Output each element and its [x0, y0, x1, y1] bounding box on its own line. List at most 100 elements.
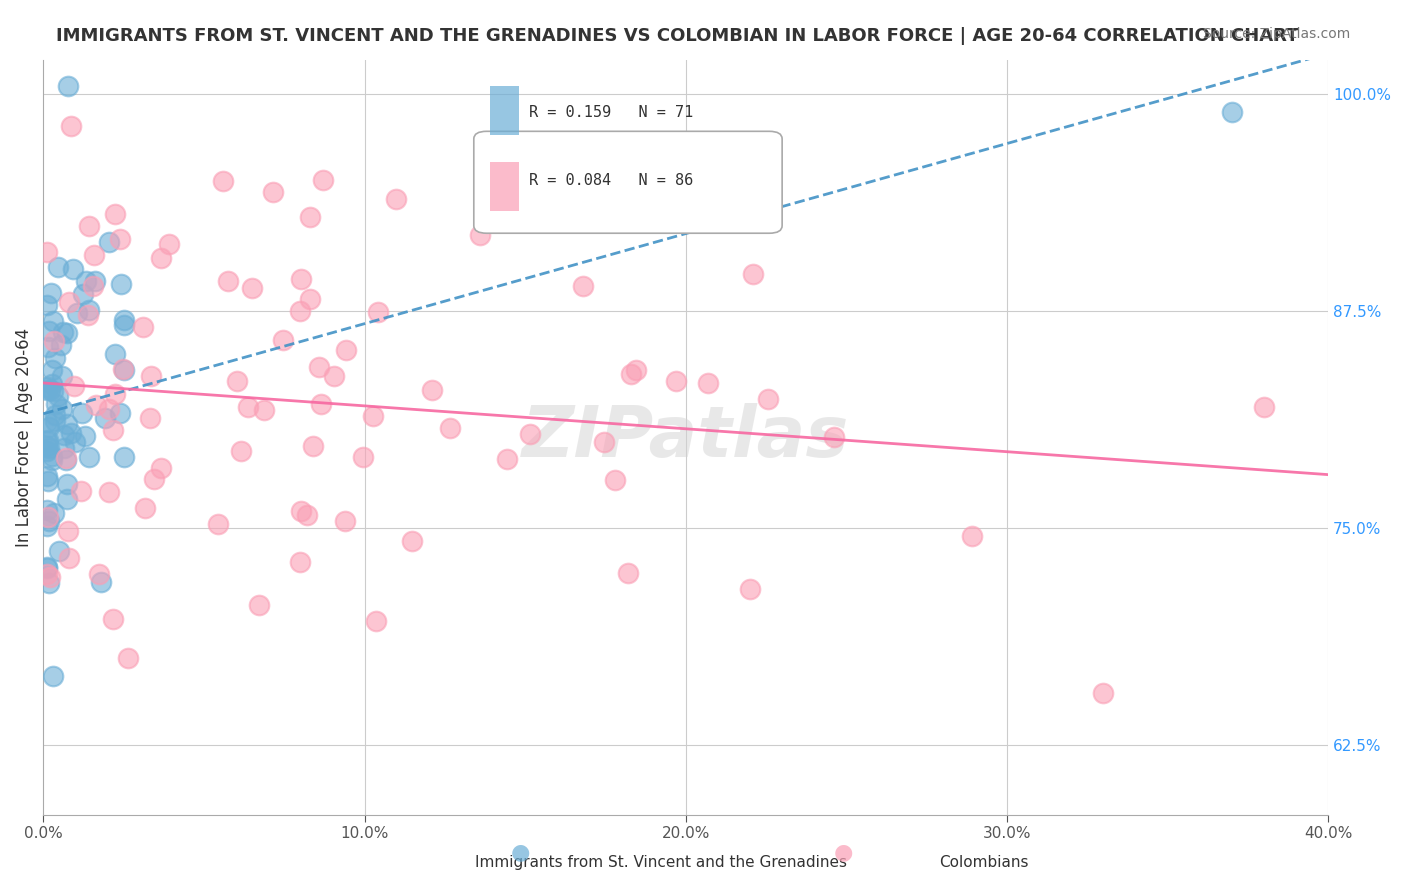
Point — [309, 397, 332, 411]
Point — [697, 376, 720, 391]
Point — [90, 574, 112, 589]
Point — [240, 281, 263, 295]
Text: ZIPatlas: ZIPatlas — [522, 402, 849, 472]
Point — [253, 403, 276, 417]
Point — [312, 173, 335, 187]
Point — [101, 424, 124, 438]
Point — [42, 314, 65, 328]
Point — [150, 461, 173, 475]
Point — [298, 211, 321, 225]
Point — [101, 612, 124, 626]
Point — [35, 380, 58, 394]
Point — [35, 434, 58, 449]
Point — [110, 277, 132, 292]
Point — [41, 449, 63, 463]
Point — [79, 303, 101, 318]
Point — [104, 206, 127, 220]
Point — [46, 389, 69, 403]
Point — [51, 325, 73, 339]
Y-axis label: In Labor Force | Age 20-64: In Labor Force | Age 20-64 — [15, 327, 32, 547]
Point — [111, 361, 134, 376]
Point — [262, 186, 284, 200]
Point — [108, 232, 131, 246]
Point — [38, 324, 60, 338]
Point — [37, 469, 59, 483]
Point — [519, 426, 541, 441]
Point — [323, 369, 346, 384]
Point — [1220, 104, 1243, 119]
Point — [112, 363, 135, 377]
Text: ●: ● — [834, 843, 853, 863]
Point — [592, 435, 614, 450]
Point — [83, 248, 105, 262]
Point — [35, 518, 58, 533]
Point — [48, 544, 70, 558]
Point — [401, 534, 423, 549]
Point — [361, 409, 384, 423]
Point — [302, 439, 325, 453]
Point — [247, 598, 270, 612]
Point — [97, 485, 120, 500]
Point — [212, 174, 235, 188]
Point — [38, 575, 60, 590]
Point — [624, 362, 647, 376]
Bar — [491, 161, 519, 211]
Point — [35, 245, 58, 260]
Point — [35, 416, 58, 430]
Point — [139, 369, 162, 384]
Point — [117, 651, 139, 665]
Point — [157, 236, 180, 251]
Point — [439, 421, 461, 435]
Point — [738, 582, 761, 596]
Point — [367, 305, 389, 319]
Text: Source: ZipAtlas.com: Source: ZipAtlas.com — [1202, 27, 1350, 41]
Point — [51, 401, 73, 416]
Point — [55, 451, 77, 466]
Point — [39, 286, 62, 301]
Point — [756, 392, 779, 406]
Point — [75, 274, 97, 288]
Point — [108, 407, 131, 421]
Point — [44, 351, 66, 365]
Point — [37, 503, 59, 517]
Point — [56, 326, 79, 341]
Point — [298, 292, 321, 306]
Point — [290, 271, 312, 285]
Point — [58, 551, 80, 566]
Point — [70, 483, 93, 498]
Point — [112, 450, 135, 464]
Point — [308, 359, 330, 374]
Bar — [491, 86, 519, 135]
Point — [229, 443, 252, 458]
Point — [41, 376, 63, 391]
Point — [823, 430, 845, 444]
Point — [44, 408, 66, 422]
Point — [207, 517, 229, 532]
Point — [56, 524, 79, 538]
Point — [60, 425, 83, 440]
Point — [335, 343, 357, 357]
Point — [37, 340, 59, 354]
Text: ●: ● — [510, 843, 530, 863]
Point — [35, 383, 58, 397]
Point — [35, 566, 58, 581]
Point — [103, 386, 125, 401]
Point — [59, 119, 82, 133]
Point — [38, 419, 60, 434]
Point — [226, 374, 249, 388]
Point — [352, 450, 374, 465]
Point — [97, 235, 120, 249]
Point — [665, 374, 688, 388]
Point — [605, 473, 627, 487]
Point — [35, 439, 58, 453]
Point — [49, 338, 72, 352]
Point — [38, 514, 60, 528]
Point — [51, 369, 73, 384]
Point — [77, 450, 100, 464]
Point — [364, 614, 387, 628]
Point — [41, 452, 63, 467]
Point — [58, 295, 80, 310]
Point — [84, 274, 107, 288]
Point — [62, 261, 84, 276]
Point — [139, 411, 162, 425]
